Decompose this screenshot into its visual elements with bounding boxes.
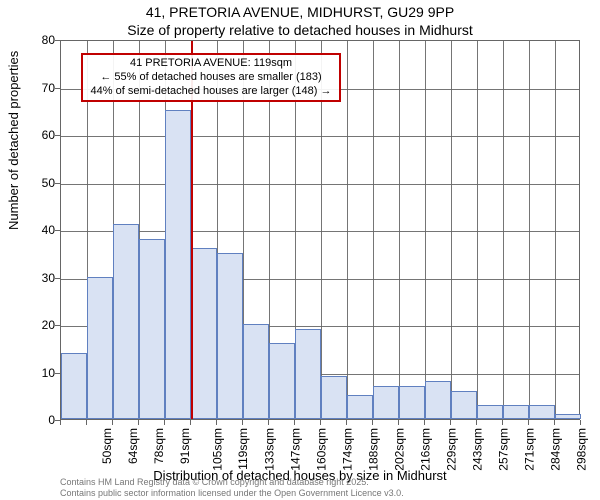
x-tick-label: 257sqm [497,428,511,471]
histogram-bar [321,376,347,419]
y-tick-mark [55,183,60,184]
histogram-bar [347,395,373,419]
y-tick-label: 20 [25,318,55,332]
grid-line-v [555,41,556,419]
x-tick-label: 243sqm [471,428,485,471]
x-tick-mark [346,420,347,425]
main-title: 41, PRETORIA AVENUE, MIDHURST, GU29 9PP [0,4,600,20]
annotation-box: 41 PRETORIA AVENUE: 119sqm← 55% of detac… [81,53,341,102]
y-tick-label: 10 [25,366,55,380]
histogram-bar [451,391,477,420]
histogram-bar [295,329,321,419]
y-tick-label: 0 [25,413,55,427]
x-tick-label: 133sqm [263,428,277,471]
x-tick-mark [372,420,373,425]
histogram-bar [555,414,581,419]
histogram-bar [165,110,191,419]
grid-line-v [425,41,426,419]
y-tick-mark [55,135,60,136]
chart-container: 41, PRETORIA AVENUE, MIDHURST, GU29 9PP … [0,0,600,500]
x-tick-mark [398,420,399,425]
annotation-line-3: 44% of semi-detached houses are larger (… [89,85,333,99]
y-tick-label: 50 [25,176,55,190]
x-tick-mark [320,420,321,425]
x-tick-mark [554,420,555,425]
x-tick-mark [242,420,243,425]
x-tick-label: 91sqm [178,428,192,464]
x-tick-mark [502,420,503,425]
histogram-bar [113,224,139,419]
x-tick-label: 64sqm [126,428,140,464]
x-tick-label: 298sqm [575,428,589,471]
footer-line-2: Contains public sector information licen… [60,488,404,498]
x-tick-label: 50sqm [100,428,114,464]
x-tick-label: 160sqm [315,428,329,471]
x-tick-mark [190,420,191,425]
grid-line-v [529,41,530,419]
x-tick-label: 147sqm [289,428,303,471]
annotation-line-2: ← 55% of detached houses are smaller (18… [89,71,333,85]
histogram-bar [87,277,113,420]
y-tick-mark [55,278,60,279]
histogram-bar [399,386,425,419]
x-tick-mark [424,420,425,425]
y-tick-mark [55,88,60,89]
grid-line-v [373,41,374,419]
x-tick-mark [164,420,165,425]
x-tick-label: 271sqm [523,428,537,471]
x-tick-mark [112,420,113,425]
x-tick-mark [580,420,581,425]
histogram-bar [191,248,217,419]
histogram-bar [373,386,399,419]
x-tick-label: 216sqm [419,428,433,471]
y-tick-mark [55,40,60,41]
histogram-bar [503,405,529,419]
sub-title: Size of property relative to detached ho… [0,22,600,38]
x-tick-mark [294,420,295,425]
y-tick-mark [55,373,60,374]
histogram-bar [477,405,503,419]
x-tick-mark [86,420,87,425]
histogram-bar [529,405,555,419]
x-tick-label: 284sqm [549,428,563,471]
x-tick-label: 105sqm [211,428,225,471]
footer-line-1: Contains HM Land Registry data © Crown c… [60,477,404,487]
y-tick-mark [55,230,60,231]
x-tick-mark [268,420,269,425]
y-tick-label: 70 [25,81,55,95]
histogram-bar [425,381,451,419]
histogram-bar [139,239,165,420]
footer-attribution: Contains HM Land Registry data © Crown c… [60,477,404,498]
x-tick-mark [450,420,451,425]
x-tick-label: 229sqm [445,428,459,471]
grid-line-v [503,41,504,419]
x-tick-mark [476,420,477,425]
x-tick-label: 174sqm [341,428,355,471]
histogram-bar [243,324,269,419]
plot-area: 41 PRETORIA AVENUE: 119sqm← 55% of detac… [60,40,580,420]
y-tick-label: 30 [25,271,55,285]
y-tick-label: 80 [25,33,55,47]
y-tick-label: 60 [25,128,55,142]
y-tick-mark [55,325,60,326]
x-tick-label: 188sqm [367,428,381,471]
annotation-line-1: 41 PRETORIA AVENUE: 119sqm [89,57,333,71]
histogram-bar [217,253,243,419]
y-axis-label: Number of detached properties [6,51,21,230]
grid-line-v [451,41,452,419]
grid-line-v [399,41,400,419]
x-tick-mark [528,420,529,425]
x-tick-label: 119sqm [236,428,250,470]
histogram-bar [269,343,295,419]
x-tick-label: 202sqm [393,428,407,471]
x-tick-mark [216,420,217,425]
grid-line-v [477,41,478,419]
x-tick-label: 78sqm [152,428,166,464]
histogram-bar [61,353,87,420]
x-tick-mark [60,420,61,425]
grid-line-v [347,41,348,419]
y-tick-label: 40 [25,223,55,237]
x-tick-mark [138,420,139,425]
